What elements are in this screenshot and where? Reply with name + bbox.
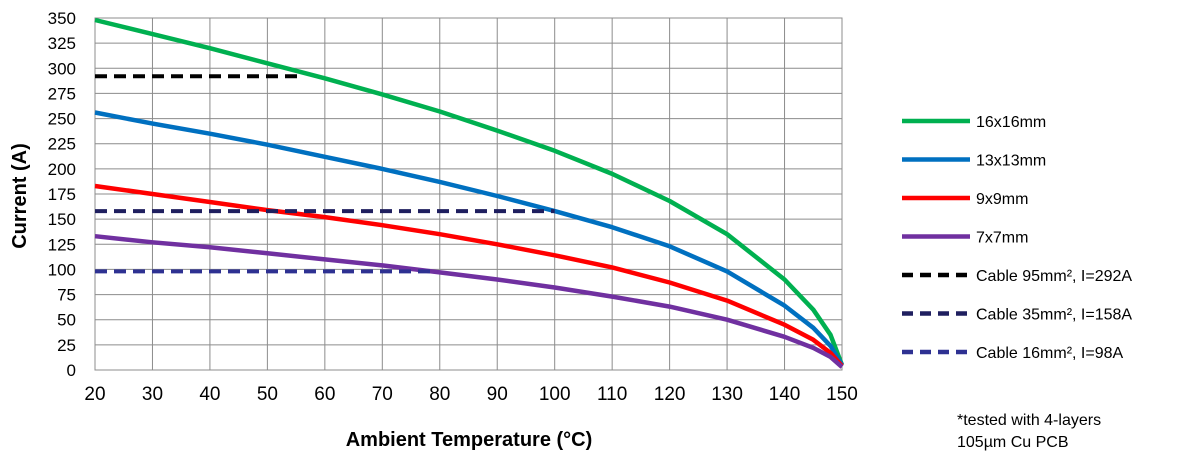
y-tick-label: 50	[57, 311, 76, 330]
y-axis-title: Current (A)	[9, 143, 31, 249]
y-tick-label: 250	[48, 110, 76, 129]
legend: 16x16mm 13x13mm 9x9mm 7x7mm Cable 95mm², I=2…	[902, 114, 1132, 362]
x-tick-label: 60	[314, 384, 335, 405]
y-tick-label: 325	[48, 34, 76, 53]
x-tick-label: 100	[539, 384, 571, 405]
y-tick-label: 300	[48, 59, 76, 78]
series-line-1	[94, 110, 844, 367]
y-tick-label: 100	[48, 260, 76, 279]
x-axis-title: Ambient Temperature (°C)	[346, 429, 593, 451]
series-line-3	[94, 233, 844, 369]
grid	[94, 17, 843, 371]
legend-label-0: 16x16mm	[976, 114, 1046, 131]
y-tick-label: 175	[48, 185, 76, 204]
series-line-2	[94, 183, 844, 368]
y-tick-label: 350	[48, 9, 76, 28]
y-tick-label: 25	[57, 336, 76, 355]
series-line-0	[94, 17, 845, 366]
series-lines	[94, 17, 845, 369]
note-line-2: 105µm Cu PCB	[957, 434, 1068, 451]
x-tick-label: 150	[826, 384, 858, 405]
legend-label-1: 13x13mm	[976, 153, 1046, 170]
x-tick-label: 20	[84, 384, 105, 405]
legend-label-6: Cable 16mm², I=98A	[976, 345, 1124, 362]
y-tick-label: 150	[48, 210, 76, 229]
plot-area	[94, 17, 843, 371]
legend-label-4: Cable 95mm², I=292A	[976, 268, 1132, 285]
y-tick-label: 75	[57, 286, 76, 305]
legend-label-2: 9x9mm	[976, 191, 1028, 208]
x-tick-label: 50	[257, 384, 278, 405]
y-tick-label: 275	[48, 84, 76, 103]
x-tick-label: 80	[429, 384, 450, 405]
y-tick-label: 125	[48, 235, 76, 254]
x-tick-label: 30	[142, 384, 163, 405]
x-tick-label: 90	[487, 384, 508, 405]
x-tick-label: 40	[199, 384, 220, 405]
x-tick-label: 130	[711, 384, 743, 405]
x-tick-label: 70	[372, 384, 393, 405]
legend-label-3: 7x7mm	[976, 230, 1028, 247]
x-tick-label: 120	[654, 384, 686, 405]
y-tick-label: 200	[48, 160, 76, 179]
y-tick-label: 225	[48, 135, 76, 154]
x-tick-label: 140	[769, 384, 801, 405]
tick-labels: 20 30 40 50 60 70 80 90 100 110 120 130 140 150 0 25 50 7…	[48, 9, 858, 405]
note-line-1: *tested with 4-layers	[957, 412, 1101, 429]
x-tick-label: 110	[597, 384, 627, 405]
legend-label-5: Cable 35mm², I=158A	[976, 307, 1132, 324]
y-tick-label: 0	[67, 361, 76, 380]
